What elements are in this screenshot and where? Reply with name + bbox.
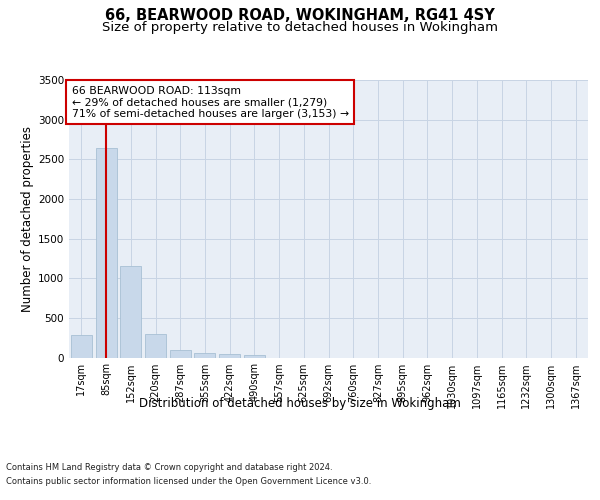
Text: Contains HM Land Registry data © Crown copyright and database right 2024.: Contains HM Land Registry data © Crown c… [6, 462, 332, 471]
Bar [120, 266, 141, 358]
Bar [219, 354, 240, 358]
Bar [95, 148, 116, 358]
Y-axis label: Number of detached properties: Number of detached properties [21, 126, 34, 312]
Bar [170, 350, 191, 358]
Text: 66, BEARWOOD ROAD, WOKINGHAM, RG41 4SY: 66, BEARWOOD ROAD, WOKINGHAM, RG41 4SY [105, 8, 495, 22]
Text: Distribution of detached houses by size in Wokingham: Distribution of detached houses by size … [139, 398, 461, 410]
Bar [244, 355, 265, 358]
Text: 66 BEARWOOD ROAD: 113sqm
← 29% of detached houses are smaller (1,279)
71% of sem: 66 BEARWOOD ROAD: 113sqm ← 29% of detach… [71, 86, 349, 118]
Bar [145, 334, 166, 357]
Bar [194, 353, 215, 358]
Text: Size of property relative to detached houses in Wokingham: Size of property relative to detached ho… [102, 22, 498, 35]
Bar [71, 334, 92, 357]
Text: Contains public sector information licensed under the Open Government Licence v3: Contains public sector information licen… [6, 478, 371, 486]
